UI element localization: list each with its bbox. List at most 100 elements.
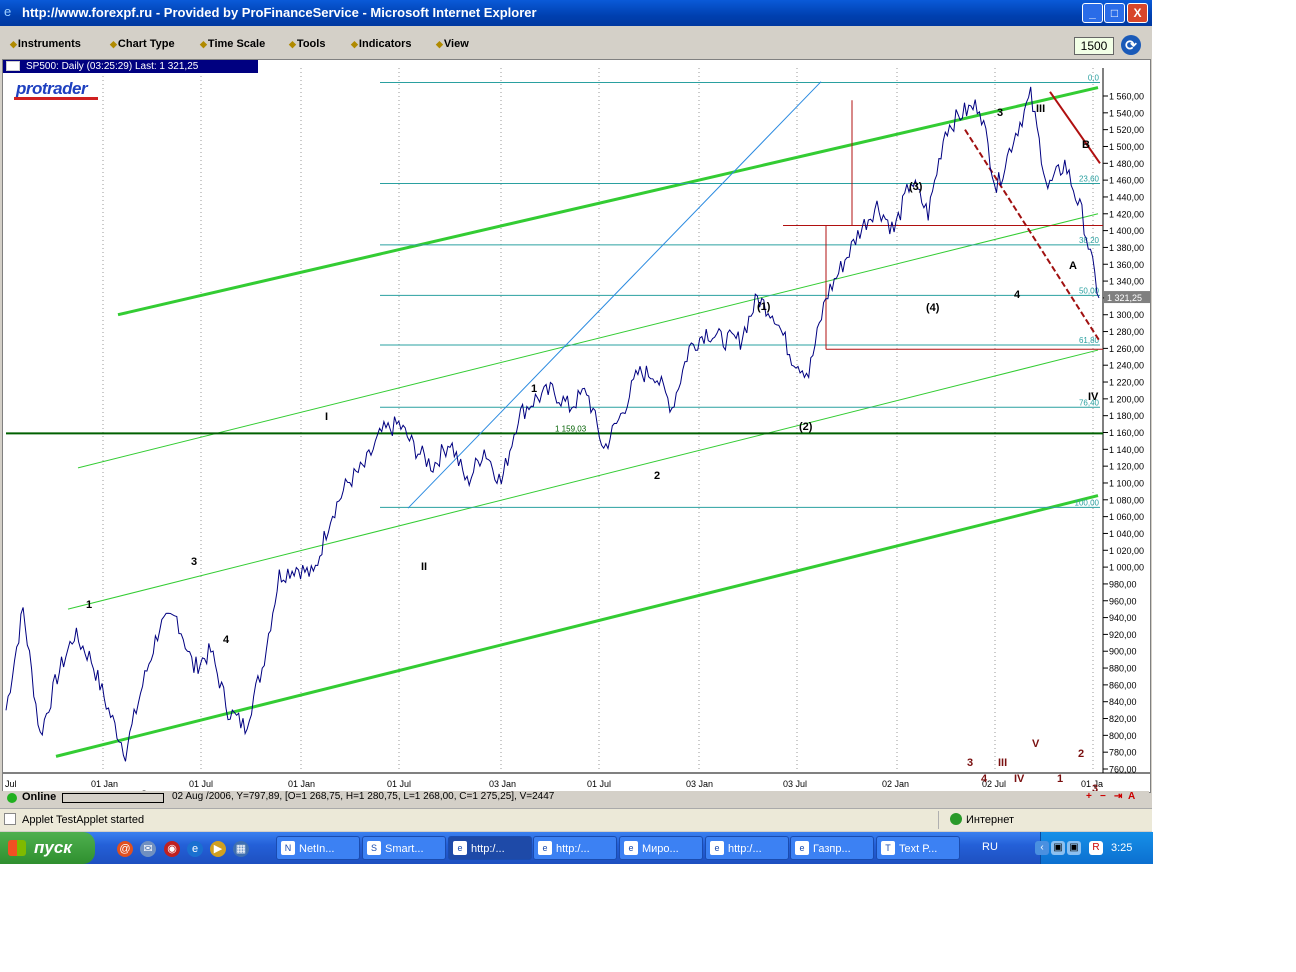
y-tick-label: 1 280,00 [1109,327,1144,337]
channel-lower-line [55,494,1099,758]
taskbar-item-active[interactable]: e http:/... [448,836,532,860]
menu-time-scale[interactable]: ◆Time Scale [200,38,266,50]
wave-label: 1 [531,383,537,395]
taskbar: пуск @ ✉ ◉ e ▶ ▦ N NetIn... S Smart... e ht… [0,832,1153,864]
taskbar-item[interactable]: S Smart... [362,836,446,860]
maximize-button[interactable]: □ [1104,3,1125,23]
y-tick-label: 820,00 [1109,714,1137,724]
start-button[interactable]: пуск [0,832,95,864]
wave-label: 4 [1014,289,1021,301]
zoom-out-icon[interactable]: − [1100,791,1106,802]
x-tick-label: Jul [5,779,17,789]
taskbar-item[interactable]: e http:/... [533,836,617,860]
wave-label: 1 [86,599,92,611]
price-chart[interactable]: 1 560,00 1 540,00 1 520,00 1 500,00 1 480,00… [3,60,1150,792]
auto-scale-icon[interactable]: A [1128,791,1136,802]
status-separator [938,811,939,829]
x-tick-label: 01 Ja [1081,779,1103,789]
menu-instruments[interactable]: ◆Instruments [10,38,81,50]
x-tick-label: 03 Jan [686,779,713,789]
x-tick-label: 03 Jul [783,779,807,789]
scroll-right-icon[interactable]: ⇥ [1114,791,1123,802]
quicklaunch-opera-icon[interactable]: @ [117,841,133,857]
y-tick-label: 1 120,00 [1109,462,1144,472]
text-app-icon: T [881,841,895,855]
fibonacci-level-label: 0,0 [1088,74,1100,83]
taskbar-item[interactable]: e http:/... [705,836,789,860]
quicklaunch-mail-icon[interactable]: ✉ [140,841,156,857]
y-tick-label: 980,00 [1109,579,1137,589]
wave-label: III [998,757,1007,769]
quicklaunch-ie-icon[interactable]: e [187,841,203,857]
wave-label: 2 [1078,748,1084,760]
y-tick-label: 1 060,00 [1109,512,1144,522]
refresh-icon[interactable]: ⟳ [1121,35,1141,55]
menu-arrow-icon: ◆ [436,39,443,49]
ie-page-icon: e [624,841,638,855]
y-tick-label: 1 140,00 [1109,445,1144,455]
menu-view[interactable]: ◆View [436,38,469,50]
menu-tools[interactable]: ◆Tools [289,38,326,50]
y-tick-label: 840,00 [1109,697,1137,707]
y-tick-label: 800,00 [1109,731,1137,741]
online-label: Online [22,791,57,803]
period-input[interactable]: 1500 [1074,37,1114,55]
chart-area[interactable]: 1 560,00 1 540,00 1 520,00 1 500,00 1 480,00… [2,59,1151,793]
y-tick-label: 1 340,00 [1109,277,1144,287]
wave-label: 4 [223,634,230,646]
tray-network-icon[interactable]: ▣ [1051,841,1065,855]
internet-zone-text: Интернет [966,814,1014,826]
y-tick-label: 1 300,00 [1109,310,1144,320]
wave-label: (1) [757,301,771,313]
tray-network-icon-2[interactable]: ▣ [1067,841,1081,855]
zoom-in-icon[interactable]: + [1086,791,1092,802]
minimize-button[interactable]: _ [1082,3,1103,23]
y-tick-label: 1 380,00 [1109,243,1144,253]
bar-info-text: 02 Aug /2006, Y=797,89, [O=1 268,75, H=1… [172,791,555,802]
wave-label: I [325,411,328,423]
channel-mid-line-2 [67,349,1099,610]
y-tick-label: 860,00 [1109,680,1137,690]
menu-indicators[interactable]: ◆Indicators [351,38,412,50]
x-tick-label: 02 Jul [982,779,1006,789]
chart-window-icon [6,61,20,71]
clock: 3:25 [1111,842,1133,854]
y-tick-label: 940,00 [1109,613,1137,623]
y-tick-label: 1 260,00 [1109,344,1144,354]
wave-label: 3 [997,107,1003,119]
wave-label: 3 [1092,783,1098,792]
language-indicator[interactable]: RU [982,841,998,853]
close-button[interactable]: X [1127,3,1148,23]
y-tick-label: 1 040,00 [1109,529,1144,539]
x-tick-label: 02 Jan [882,779,909,789]
quicklaunch-player-icon[interactable]: ▶ [210,841,226,857]
wave-label: IV [1014,773,1025,785]
y-tick-label: 1 360,00 [1109,260,1144,270]
taskbar-item[interactable]: T Text P... [876,836,960,860]
taskbar-item[interactable]: N NetIn... [276,836,360,860]
tray-app-icon[interactable]: R [1089,841,1103,855]
y-tick-label: 1 460,00 [1109,176,1144,186]
menu-chart-type[interactable]: ◆Chart Type [110,38,175,50]
x-tick-label: 01 Jul [387,779,411,789]
quicklaunch-desktop-icon[interactable]: ▦ [233,841,249,857]
quicklaunch-media-icon[interactable]: ◉ [164,841,180,857]
y-tick-label: 900,00 [1109,647,1137,657]
fibonacci-level-label: 38,20 [1079,236,1100,245]
wave-label: 4 [981,773,988,785]
y-tick-label: 880,00 [1109,664,1137,674]
tray-expand-icon[interactable]: ‹ [1035,841,1049,855]
browser-window: e http://www.forexpf.ru - Provided by Pr… [0,0,1153,864]
wave-label: (3) [909,181,923,193]
app-icon: S [367,841,381,855]
x-tick-label: 01 Jul [587,779,611,789]
taskbar-item[interactable]: e Газпр... [790,836,874,860]
online-status-icon [7,793,17,803]
taskbar-item[interactable]: e Миро... [619,836,703,860]
title-bar: e http://www.forexpf.ru - Provided by Pr… [0,0,1152,26]
chart-status-row: Online 02 Aug /2006, Y=797,89, [O=1 268,… [2,791,1149,805]
y-tick-label: 1 220,00 [1109,378,1144,388]
support-line-label: 1 159,03 [555,424,587,433]
y-tick-label: 780,00 [1109,748,1137,758]
wave-label: II [421,561,427,573]
